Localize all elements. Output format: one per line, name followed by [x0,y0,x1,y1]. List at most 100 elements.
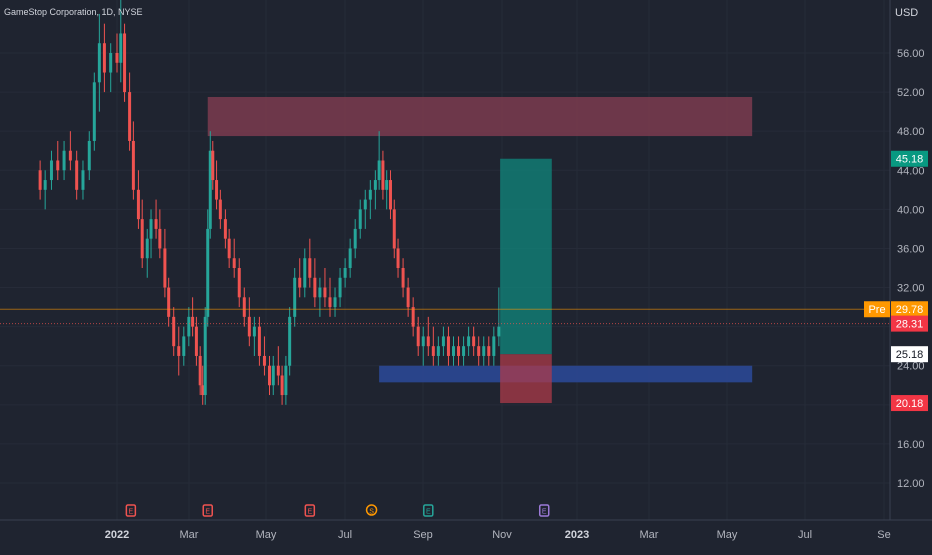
price-tick-label: 32.00 [897,283,925,295]
candle-body [271,365,275,386]
symbol-title: GameStop Corporation, 1D, NYSE [4,7,143,17]
premarket-tag-prefix [864,301,890,318]
candle-body [411,307,415,327]
candle-body [187,316,191,337]
candle-body [191,316,195,327]
time-tick-label: 2022 [105,529,129,541]
event-marker-glyph: E [129,509,134,516]
candlestick-series [38,0,501,405]
price-tag-box [891,346,928,363]
candle-body [328,297,332,308]
price-lines [0,308,890,325]
event-marker-glyph: S [369,509,374,516]
price-tick-label: 48.00 [897,126,925,138]
candle-body [431,346,435,356]
candle-body [288,316,292,366]
time-tick-label: Nov [492,529,512,541]
candle-body [242,297,246,317]
candle-body [149,219,153,239]
candle-body [119,33,123,63]
earnings-marker [202,504,213,517]
candle-body [472,336,476,347]
time-tick-label: Se [877,529,890,541]
price-tag-box [891,150,928,167]
price-tick-label: 40.00 [897,204,925,216]
candle-body [348,248,352,268]
split-marker [365,504,378,516]
earnings-marker [538,504,550,517]
candle-body [497,326,501,337]
candle-body [182,336,186,356]
candle-body [477,346,481,356]
time-axis[interactable]: 2022 Mar May Jul Sep Nov 2023 Mar May Jul Se [105,529,891,541]
candle-body [247,316,251,337]
candle-body [293,277,297,317]
premarket-tag-prefix-text: Pre [868,304,885,316]
candle-body [102,43,106,73]
candle-body [158,228,162,249]
price-tick-label: 36.00 [897,243,925,255]
candle-body [441,336,445,347]
time-tick-label: Mar [180,529,199,541]
event-marker-glyph: E [542,509,547,516]
candle-body [462,346,466,356]
position-stop-zone [500,354,552,404]
candle-body [280,375,284,396]
candle-body [257,326,261,356]
candle-body [194,326,198,356]
candle-body [368,189,372,200]
event-marker-glyph: E [307,509,312,516]
candle-body [154,219,158,229]
candle-body [172,316,176,347]
candle-body [377,160,381,181]
candle-body [487,346,491,356]
candle-body [232,258,236,268]
price-tick-label: 56.00 [897,48,925,60]
price-tick-label: 52.00 [897,87,925,99]
time-tick-label: 2023 [565,529,589,541]
long-position-tool[interactable] [500,158,552,404]
candle-body [136,189,140,220]
demand-zone [379,365,753,383]
price-tag-box [891,301,928,318]
candle-body [109,53,113,73]
candle-body [373,180,377,190]
candle-body [303,258,307,288]
price-tick-label: 16.00 [897,439,925,451]
position-target-zone [500,158,552,355]
candle-body [451,346,455,356]
candle-body [62,150,66,171]
candle-body [358,209,362,229]
candle-body [416,326,420,347]
candle-body [276,365,280,376]
earnings-marker [304,504,316,517]
time-tick-label: Sep [413,529,433,541]
candle-body [298,277,302,288]
candle-body [396,248,400,268]
candle-body [218,199,222,220]
candle-body [338,277,342,298]
time-tick-label: May [717,529,738,541]
candle-body [145,238,149,259]
candle-body [267,365,271,386]
price-tag-box [891,315,928,332]
candle-body [381,160,385,190]
candle-body [223,219,227,239]
candle-body [284,365,288,396]
drawing-zones[interactable] [207,96,753,383]
candle-body [140,219,144,259]
price-tag-text: 20.18 [896,398,924,410]
earnings-marker [423,504,434,517]
currency-label: USD [895,7,918,19]
event-marker-glyph: E [426,509,431,516]
candle-body [262,355,266,366]
candle-body [215,180,219,200]
candle-body [313,277,317,298]
candle-body [97,43,101,83]
candle-body [92,82,96,141]
candle-body [237,268,241,298]
price-tags: 45.18 Pre 29.78 28.31 25.18 20.18 [864,150,928,412]
